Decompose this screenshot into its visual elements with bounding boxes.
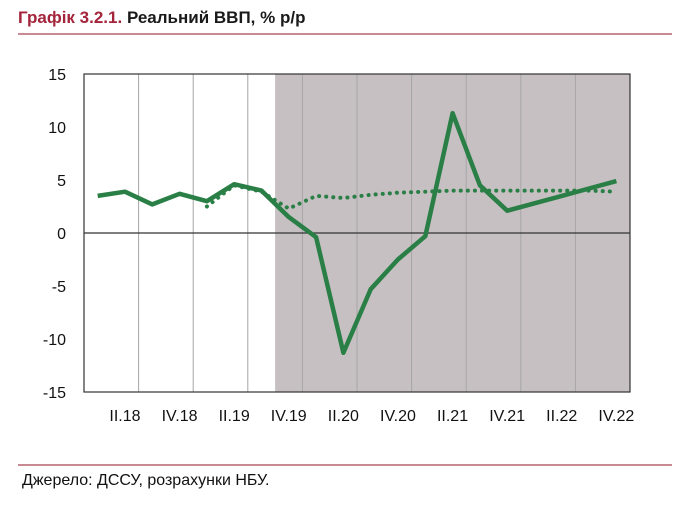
x-tick-label: II.19 bbox=[219, 408, 250, 425]
plot-frame bbox=[83, 73, 631, 393]
y-tick-label: -10 bbox=[43, 332, 66, 349]
chart-number: Графік 3.2.1. bbox=[18, 8, 123, 27]
y-tick-label: -15 bbox=[43, 385, 66, 402]
chart-title: Графік 3.2.1. Реальний ВВП, % р/р bbox=[18, 8, 305, 28]
series-line-solid bbox=[97, 110, 617, 356]
x-tick-label: IV.18 bbox=[162, 408, 198, 425]
y-tick-label: 0 bbox=[57, 226, 66, 243]
x-tick-label: II.21 bbox=[437, 408, 468, 425]
series-line-dotted bbox=[204, 183, 619, 211]
x-tick-label: IV.22 bbox=[598, 408, 634, 425]
source-note: Джерело: ДССУ, розрахунки НБУ. bbox=[22, 472, 270, 489]
x-tick-label: IV.21 bbox=[489, 408, 525, 425]
bottom-divider bbox=[18, 464, 672, 466]
x-tick-label: IV.20 bbox=[380, 408, 416, 425]
y-tick-label: 10 bbox=[48, 120, 66, 137]
y-tick-label: -5 bbox=[52, 279, 66, 296]
x-tick-label: II.18 bbox=[109, 408, 140, 425]
top-divider bbox=[18, 33, 672, 35]
x-tick-label: II.20 bbox=[328, 408, 359, 425]
y-tick-label: 15 bbox=[48, 67, 66, 84]
chart-title-text: Реальний ВВП, % р/р bbox=[126, 8, 306, 27]
y-tick-label: 5 bbox=[57, 173, 66, 190]
x-tick-label: IV.19 bbox=[271, 408, 307, 425]
x-tick-label: II.22 bbox=[546, 408, 577, 425]
